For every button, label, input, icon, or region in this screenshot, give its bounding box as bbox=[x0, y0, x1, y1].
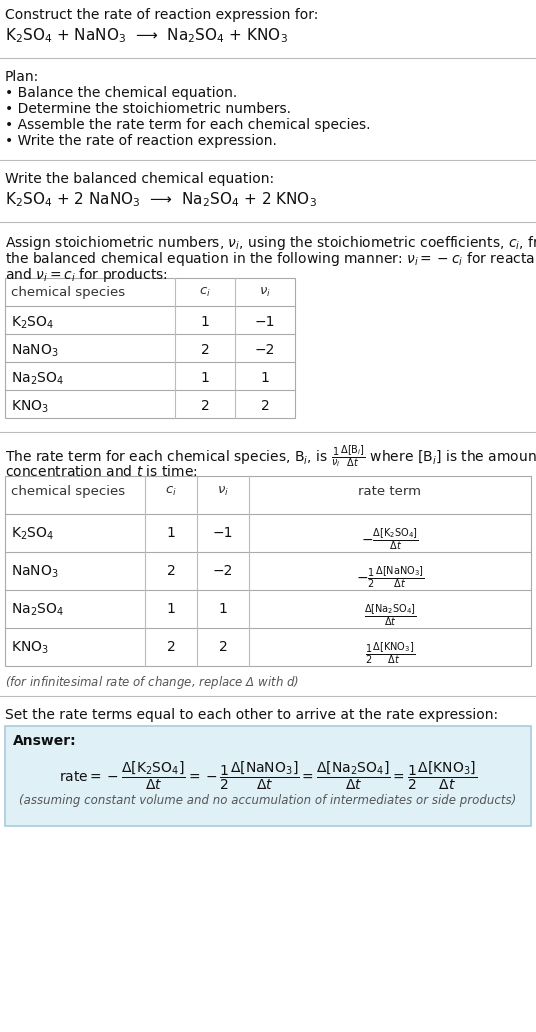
Text: Na$_2$SO$_4$: Na$_2$SO$_4$ bbox=[11, 602, 64, 618]
Text: and $\nu_i = c_i$ for products:: and $\nu_i = c_i$ for products: bbox=[5, 266, 168, 284]
Text: 2: 2 bbox=[219, 640, 227, 654]
Text: • Balance the chemical equation.: • Balance the chemical equation. bbox=[5, 86, 237, 100]
Text: Answer:: Answer: bbox=[13, 734, 77, 748]
Text: K$_2$SO$_4$ + NaNO$_3$  ⟶  Na$_2$SO$_4$ + KNO$_3$: K$_2$SO$_4$ + NaNO$_3$ ⟶ Na$_2$SO$_4$ + … bbox=[5, 26, 288, 44]
Text: $\frac{1}{2}\frac{\Delta[\mathrm{KNO_3}]}{\Delta t}$: $\frac{1}{2}\frac{\Delta[\mathrm{KNO_3}]… bbox=[365, 640, 415, 666]
Text: • Write the rate of reaction expression.: • Write the rate of reaction expression. bbox=[5, 134, 277, 148]
Text: NaNO$_3$: NaNO$_3$ bbox=[11, 343, 59, 359]
Text: chemical species: chemical species bbox=[11, 286, 125, 299]
Text: • Assemble the rate term for each chemical species.: • Assemble the rate term for each chemic… bbox=[5, 118, 370, 132]
Text: KNO$_3$: KNO$_3$ bbox=[11, 640, 49, 656]
Text: chemical species: chemical species bbox=[11, 485, 125, 498]
Text: 2: 2 bbox=[200, 343, 210, 357]
Text: 1: 1 bbox=[200, 315, 210, 329]
Text: 2: 2 bbox=[200, 399, 210, 413]
Text: The rate term for each chemical species, B$_i$, is $\frac{1}{\nu_i}\frac{\Delta[: The rate term for each chemical species,… bbox=[5, 444, 536, 470]
Text: KNO$_3$: KNO$_3$ bbox=[11, 399, 49, 416]
Text: the balanced chemical equation in the following manner: $\nu_i = -c_i$ for react: the balanced chemical equation in the fo… bbox=[5, 250, 536, 268]
Text: $\frac{\Delta[\mathrm{Na_2SO_4}]}{\Delta t}$: $\frac{\Delta[\mathrm{Na_2SO_4}]}{\Delta… bbox=[363, 602, 416, 627]
Text: $\mathrm{rate} = -\dfrac{\Delta[\mathrm{K_2SO_4}]}{\Delta t} = -\dfrac{1}{2}\dfr: $\mathrm{rate} = -\dfrac{\Delta[\mathrm{… bbox=[59, 760, 477, 793]
Text: −2: −2 bbox=[255, 343, 275, 357]
Text: $c_i$: $c_i$ bbox=[199, 286, 211, 299]
Text: (assuming constant volume and no accumulation of intermediates or side products): (assuming constant volume and no accumul… bbox=[19, 794, 517, 807]
Text: $\nu_i$: $\nu_i$ bbox=[259, 286, 271, 299]
Text: $-\frac{1}{2}\frac{\Delta[\mathrm{NaNO_3}]}{\Delta t}$: $-\frac{1}{2}\frac{\Delta[\mathrm{NaNO_3… bbox=[356, 565, 425, 589]
Text: 1: 1 bbox=[219, 602, 227, 616]
Text: Plan:: Plan: bbox=[5, 70, 39, 84]
Text: −1: −1 bbox=[255, 315, 276, 329]
Text: 2: 2 bbox=[260, 399, 270, 413]
Text: 1: 1 bbox=[167, 526, 175, 540]
Text: 2: 2 bbox=[167, 565, 175, 578]
Text: • Determine the stoichiometric numbers.: • Determine the stoichiometric numbers. bbox=[5, 102, 291, 116]
Text: K$_2$SO$_4$ + 2 NaNO$_3$  ⟶  Na$_2$SO$_4$ + 2 KNO$_3$: K$_2$SO$_4$ + 2 NaNO$_3$ ⟶ Na$_2$SO$_4$ … bbox=[5, 190, 317, 208]
Bar bbox=[5, 278, 295, 418]
Text: 1: 1 bbox=[200, 370, 210, 385]
Text: concentration and $t$ is time:: concentration and $t$ is time: bbox=[5, 464, 198, 479]
Text: K$_2$SO$_4$: K$_2$SO$_4$ bbox=[11, 526, 54, 543]
Bar bbox=[5, 725, 531, 826]
Text: −2: −2 bbox=[213, 565, 233, 578]
Text: Assign stoichiometric numbers, $\nu_i$, using the stoichiometric coefficients, $: Assign stoichiometric numbers, $\nu_i$, … bbox=[5, 234, 536, 252]
Text: −1: −1 bbox=[213, 526, 233, 540]
Text: 1: 1 bbox=[167, 602, 175, 616]
Text: K$_2$SO$_4$: K$_2$SO$_4$ bbox=[11, 315, 54, 331]
Bar bbox=[5, 476, 531, 666]
Text: $c_i$: $c_i$ bbox=[165, 485, 177, 498]
Text: Construct the rate of reaction expression for:: Construct the rate of reaction expressio… bbox=[5, 8, 318, 22]
Text: rate term: rate term bbox=[359, 485, 421, 498]
Text: $\nu_i$: $\nu_i$ bbox=[217, 485, 229, 498]
Text: Na$_2$SO$_4$: Na$_2$SO$_4$ bbox=[11, 370, 64, 387]
Text: (for infinitesimal rate of change, replace Δ with $d$): (for infinitesimal rate of change, repla… bbox=[5, 674, 299, 691]
Text: $-\frac{\Delta[\mathrm{K_2SO_4}]}{\Delta t}$: $-\frac{\Delta[\mathrm{K_2SO_4}]}{\Delta… bbox=[361, 526, 419, 552]
Text: Write the balanced chemical equation:: Write the balanced chemical equation: bbox=[5, 172, 274, 186]
Text: NaNO$_3$: NaNO$_3$ bbox=[11, 565, 59, 580]
Text: 1: 1 bbox=[260, 370, 270, 385]
Text: 2: 2 bbox=[167, 640, 175, 654]
Text: Set the rate terms equal to each other to arrive at the rate expression:: Set the rate terms equal to each other t… bbox=[5, 708, 498, 722]
